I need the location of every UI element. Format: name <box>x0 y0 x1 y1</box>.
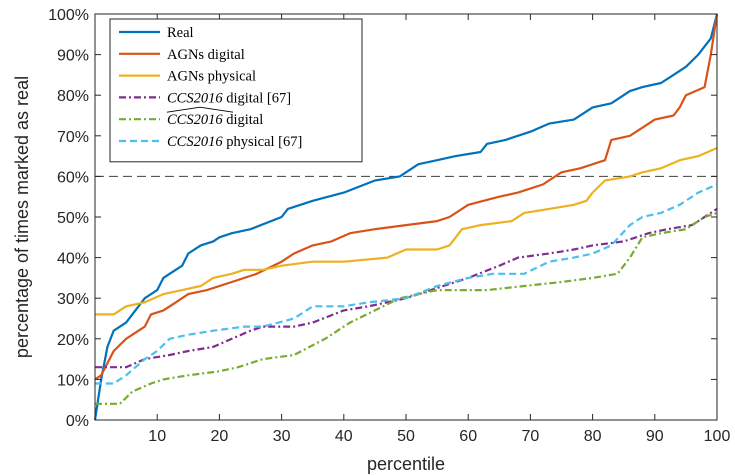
series-line-2 <box>94 13 719 381</box>
legend: Real AGNs digital AGNs physical CCS2016 dig… <box>109 18 363 163</box>
x-tick-label: 30 <box>273 428 291 445</box>
y-tick-label: 0% <box>66 413 89 430</box>
y-tick-label: 10% <box>57 372 89 389</box>
x-tick-label: 80 <box>584 428 602 445</box>
series-line-4 <box>95 207 718 369</box>
x-tick-label: 90 <box>646 428 664 445</box>
y-tick-label: 40% <box>57 251 89 268</box>
y-tick-label: 100% <box>48 7 89 24</box>
y-tick-label: 70% <box>57 129 89 146</box>
legend-label: Real <box>167 25 194 41</box>
x-tick-label: 70 <box>522 428 540 445</box>
y-axis-label: percentage of times marked as real <box>12 76 32 358</box>
legend-label: CCS2016 physical [67] <box>167 134 302 150</box>
legend-label: CCS2016 digital [67] <box>167 90 291 106</box>
legend-label: AGNs digital <box>167 47 245 63</box>
x-tick-label: 100 <box>704 428 731 445</box>
series-line-3 <box>95 146 718 316</box>
x-axis-label: percentile <box>367 454 445 474</box>
x-tick-label: 20 <box>211 428 229 445</box>
y-tick-label: 90% <box>57 48 89 65</box>
y-tick-label: 50% <box>57 210 89 227</box>
legend-hat-accent <box>166 106 234 113</box>
legend-label: AGNs physical <box>167 69 256 85</box>
legend-label: CCS2016 digital <box>167 112 263 128</box>
legend-box <box>109 18 363 163</box>
y-tick-label: 30% <box>57 291 89 308</box>
y-tick-label: 60% <box>57 169 89 186</box>
x-tick-label: 40 <box>335 428 353 445</box>
series-line-6 <box>95 183 718 385</box>
series-line-1 <box>93 13 719 421</box>
y-tick-label: 80% <box>57 88 89 105</box>
y-tick-label: 20% <box>57 332 89 349</box>
x-tick-label: 60 <box>459 428 477 445</box>
x-tick-label: 10 <box>148 428 166 445</box>
series-line-5 <box>95 211 718 405</box>
x-tick-label: 50 <box>397 428 415 445</box>
